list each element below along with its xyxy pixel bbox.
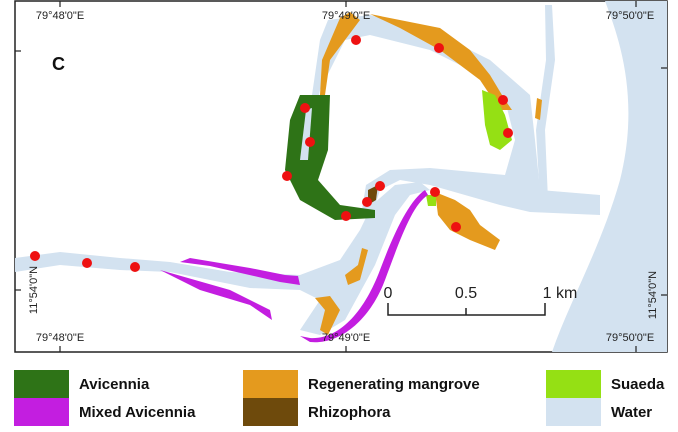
legend-item-suaeda: Suaeda — [546, 370, 664, 398]
legend-label: Regenerating mangrove — [308, 375, 480, 393]
bottom-tick-label: 79°48'0"E — [36, 332, 84, 344]
top-tick-label: 79°48'0"E — [36, 10, 84, 22]
left-tick-label: 11°54'0"N — [28, 266, 40, 314]
regenerating-patch — [370, 14, 512, 110]
sample-point — [434, 43, 444, 53]
sample-point — [351, 35, 361, 45]
sample-point — [503, 128, 513, 138]
regenerating-patch — [315, 296, 340, 335]
panel-label: C — [52, 54, 65, 74]
legend-item-water: Water — [546, 398, 652, 426]
regenerating-patch — [320, 12, 360, 95]
regenerating-patch — [345, 248, 368, 285]
mixed-avicennia-patch — [180, 258, 300, 285]
sample-point — [305, 137, 315, 147]
sample-point — [30, 251, 40, 261]
legend-item-regenerating-mangrove: Regenerating mangrove — [243, 370, 480, 398]
legend-label: Rhizophora — [308, 403, 391, 421]
sample-point — [451, 222, 461, 232]
scale-label: 1 km — [543, 285, 578, 302]
sample-point — [498, 95, 508, 105]
mixed-avicennia-patch — [300, 190, 428, 343]
legend-swatch — [243, 398, 298, 426]
sample-point — [130, 262, 140, 272]
legend-swatch — [546, 370, 601, 398]
legend-swatch — [243, 370, 298, 398]
legend-swatch — [14, 398, 69, 426]
sample-point — [300, 103, 310, 113]
legend-label: Suaeda — [611, 375, 665, 393]
map: 79°48'0"E 79°49'0"E 79°50'0"E 79°48'0"E … — [14, 0, 668, 353]
sample-point — [430, 187, 440, 197]
east-creek — [536, 5, 555, 200]
right-tick-label: 11°54'0"N — [647, 271, 659, 319]
legend-item-rhizophora: Rhizophora — [243, 398, 391, 426]
regenerating-patch — [535, 98, 542, 120]
scale-label: 0.5 — [455, 285, 477, 302]
top-tick-label: 79°49'0"E — [322, 10, 370, 22]
legend-swatch — [546, 398, 601, 426]
sample-point — [362, 197, 372, 207]
sample-points — [30, 35, 513, 272]
top-tick-label: 79°50'0"E — [606, 10, 654, 22]
mixed-avicennia-patch — [160, 270, 272, 320]
legend-item-mixed-avicennia: Mixed Avicennia — [14, 398, 195, 426]
bottom-tick-label: 79°50'0"E — [606, 332, 654, 344]
sea — [552, 1, 667, 352]
legend-swatch — [14, 370, 69, 398]
north-channel — [312, 15, 600, 215]
scale-label: 0 — [384, 285, 393, 302]
bottom-tick-label: 79°49'0"E — [322, 332, 370, 344]
sample-point — [282, 171, 292, 181]
sample-point — [82, 258, 92, 268]
regenerating-patch — [435, 192, 500, 250]
avicennia-inner-channel — [300, 108, 312, 160]
scale-bar: 0 0.5 1 km — [384, 285, 578, 316]
legend-label: Avicennia — [79, 375, 150, 393]
legend-label: Mixed Avicennia — [79, 403, 196, 421]
sample-point — [341, 211, 351, 221]
legend-item-avicennia: Avicennia — [14, 370, 149, 398]
legend-label: Water — [611, 403, 653, 421]
sample-point — [375, 181, 385, 191]
suaeda-patch — [426, 195, 436, 206]
